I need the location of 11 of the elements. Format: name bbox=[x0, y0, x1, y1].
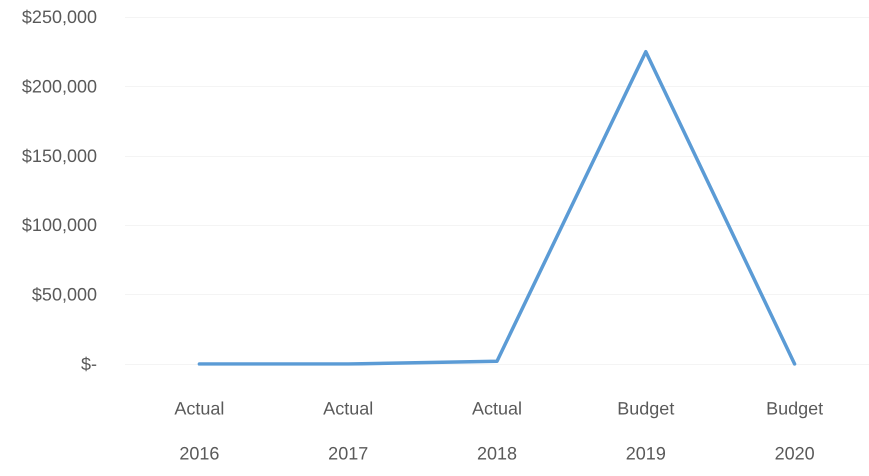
y-tick-label: $100,000 bbox=[22, 215, 97, 236]
y-tick-label: $200,000 bbox=[22, 76, 97, 96]
category-label: Actual 2016 bbox=[174, 398, 224, 464]
y-tick-label: $50,000 bbox=[32, 284, 97, 305]
category-label: Actual 2018 bbox=[472, 398, 522, 464]
category-label: Budget 2019 bbox=[617, 398, 674, 464]
y-tick-label: $250,000 bbox=[22, 7, 97, 27]
category-label: Budget 2020 bbox=[766, 398, 824, 464]
y-tick-label: $150,000 bbox=[22, 146, 97, 166]
category-label: Actual 2017 bbox=[323, 398, 374, 464]
y-tick-label: $- bbox=[80, 354, 97, 374]
